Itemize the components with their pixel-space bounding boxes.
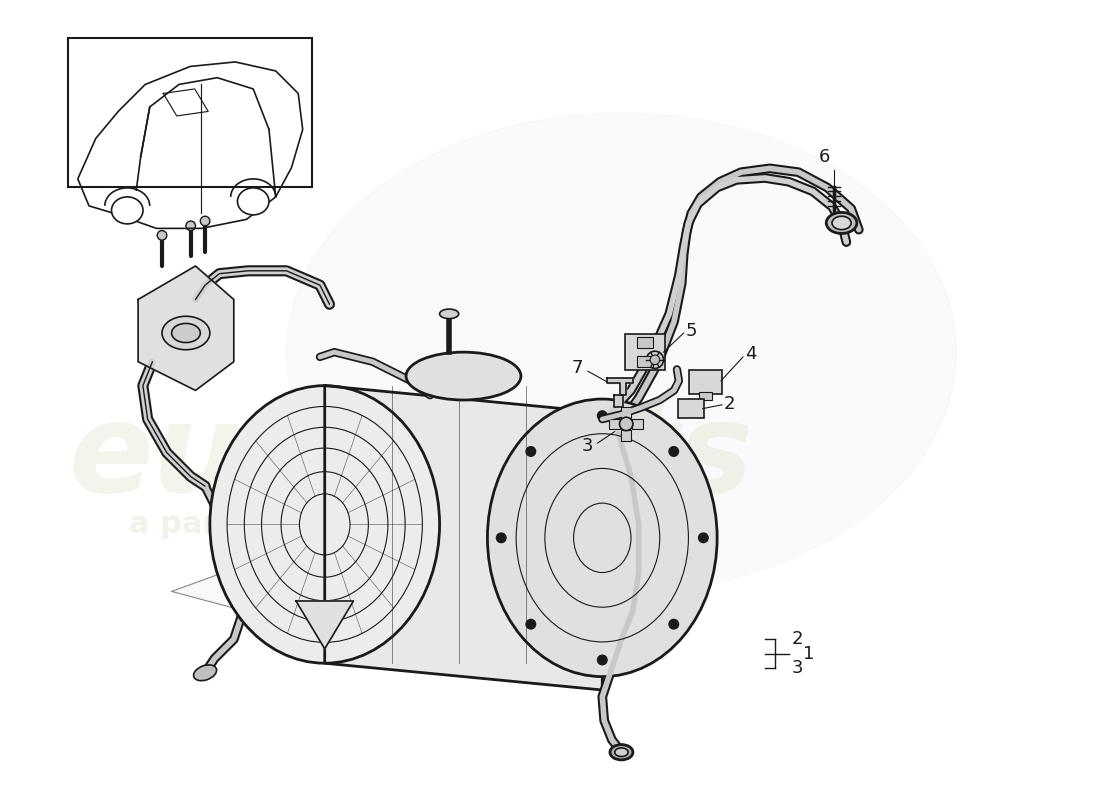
- Circle shape: [200, 216, 210, 226]
- FancyBboxPatch shape: [625, 334, 666, 370]
- FancyBboxPatch shape: [637, 338, 653, 348]
- Ellipse shape: [194, 665, 217, 681]
- Circle shape: [597, 655, 607, 665]
- Polygon shape: [224, 477, 650, 618]
- Circle shape: [650, 355, 660, 365]
- FancyBboxPatch shape: [637, 357, 653, 367]
- Circle shape: [647, 351, 663, 369]
- Ellipse shape: [162, 316, 210, 350]
- Circle shape: [619, 418, 632, 430]
- Ellipse shape: [832, 216, 851, 230]
- Circle shape: [157, 230, 167, 240]
- Text: 5: 5: [685, 322, 697, 340]
- Ellipse shape: [210, 386, 440, 663]
- Circle shape: [669, 619, 679, 629]
- FancyBboxPatch shape: [609, 418, 620, 429]
- Bar: [68, 38, 312, 186]
- Text: euroParts: euroParts: [68, 397, 754, 518]
- FancyBboxPatch shape: [632, 418, 644, 429]
- Ellipse shape: [111, 197, 143, 224]
- Ellipse shape: [615, 748, 628, 757]
- Circle shape: [496, 533, 506, 542]
- Circle shape: [526, 446, 536, 456]
- FancyBboxPatch shape: [621, 407, 631, 418]
- Text: 7: 7: [572, 359, 583, 378]
- Text: 3: 3: [581, 437, 593, 455]
- Circle shape: [669, 446, 679, 456]
- FancyBboxPatch shape: [700, 392, 712, 401]
- FancyBboxPatch shape: [678, 399, 704, 418]
- Text: 2: 2: [792, 630, 803, 648]
- Text: a parts supplier since 1985: a parts supplier since 1985: [130, 510, 596, 539]
- Polygon shape: [296, 601, 353, 649]
- FancyBboxPatch shape: [689, 370, 723, 394]
- Text: 2: 2: [724, 395, 735, 413]
- Polygon shape: [324, 386, 603, 690]
- Ellipse shape: [238, 188, 270, 215]
- Ellipse shape: [609, 745, 632, 760]
- Circle shape: [186, 221, 196, 230]
- Ellipse shape: [406, 352, 521, 400]
- Circle shape: [526, 619, 536, 629]
- Text: 3: 3: [792, 659, 803, 677]
- Ellipse shape: [172, 323, 200, 342]
- Text: 6: 6: [818, 147, 830, 166]
- Polygon shape: [607, 378, 632, 395]
- Circle shape: [597, 411, 607, 421]
- FancyBboxPatch shape: [621, 430, 631, 441]
- Ellipse shape: [826, 213, 857, 234]
- Polygon shape: [172, 515, 669, 668]
- Text: 4: 4: [745, 345, 757, 363]
- Circle shape: [698, 533, 708, 542]
- Polygon shape: [614, 395, 624, 406]
- Polygon shape: [139, 266, 234, 390]
- Ellipse shape: [440, 309, 459, 318]
- Ellipse shape: [286, 113, 956, 591]
- Ellipse shape: [487, 399, 717, 677]
- Text: 1: 1: [803, 645, 815, 662]
